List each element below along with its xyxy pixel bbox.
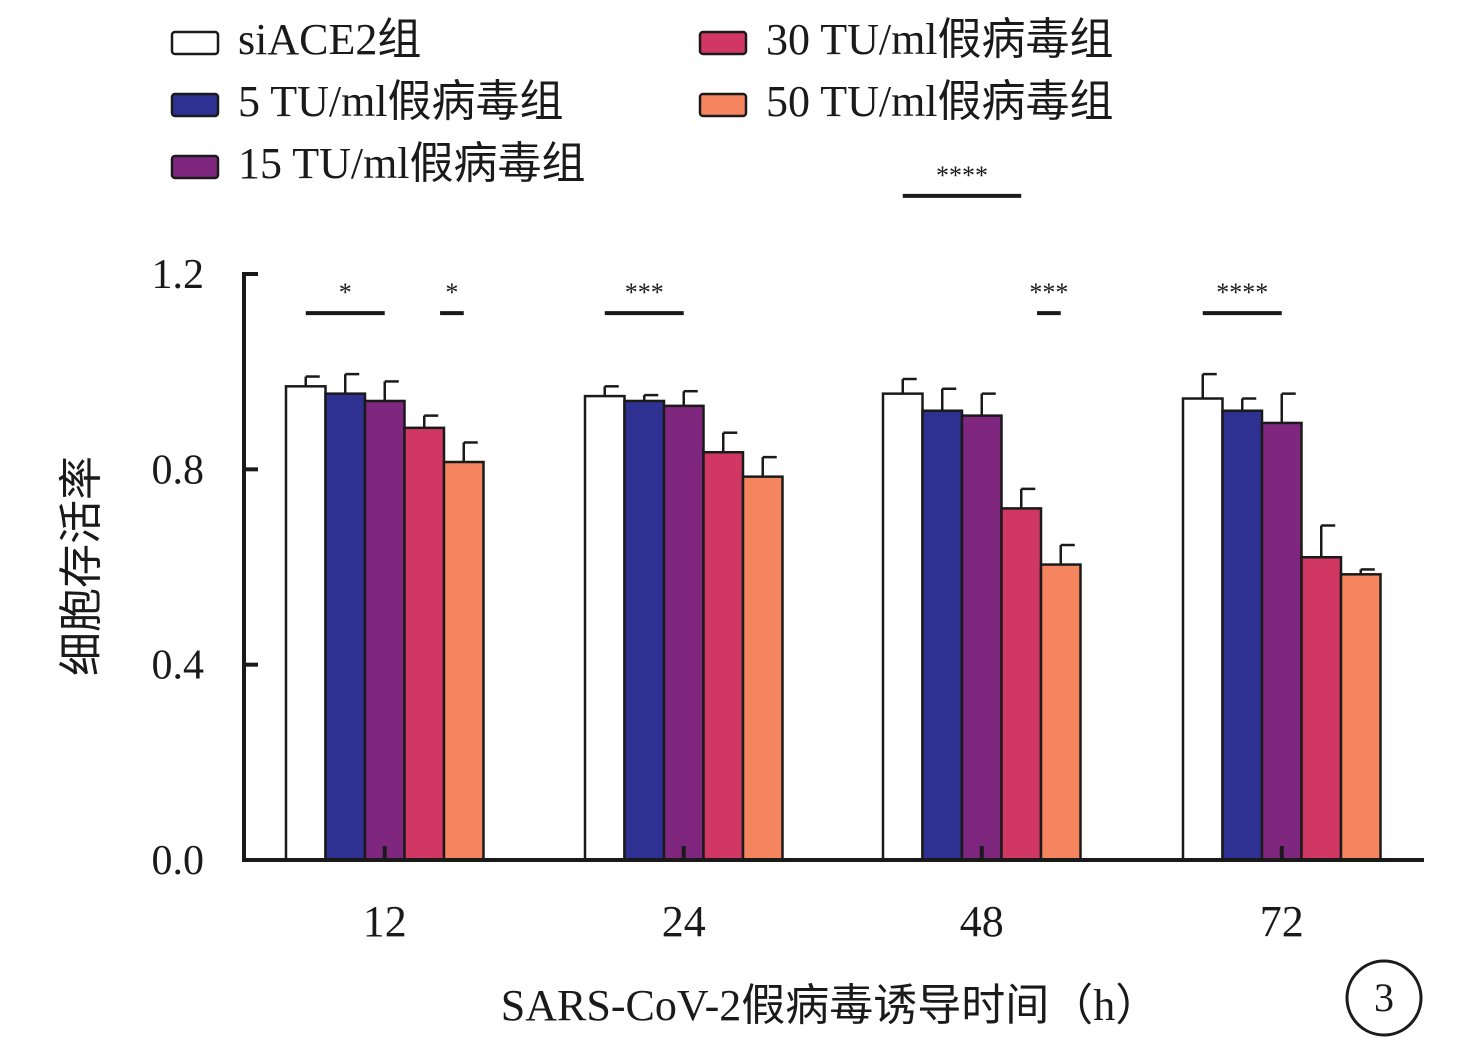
y-tick-label: 0.4: [152, 643, 205, 689]
legend-label: 5 TU/ml假病毒组: [238, 77, 564, 126]
legend-label: 30 TU/ml假病毒组: [766, 15, 1114, 64]
significance-label: ***: [1029, 278, 1068, 307]
significance-annotations: * * ********** ****: [305, 161, 1282, 316]
legend-label: 50 TU/ml假病毒组: [766, 77, 1114, 126]
bar: [1339, 573, 1382, 862]
bar: [363, 399, 406, 862]
y-tick-label: 1.2: [152, 252, 205, 298]
x-tick-label: 24: [662, 897, 706, 946]
bar: [403, 426, 446, 862]
x-tick-label: 48: [960, 897, 1004, 946]
bar: [1000, 507, 1043, 862]
legend-swatch: [170, 30, 220, 56]
x-tick-label: 72: [1260, 897, 1304, 946]
panel-label-circle: [1345, 959, 1423, 1037]
legend-swatch: [170, 154, 220, 180]
bar: [1221, 409, 1264, 862]
bar: [921, 409, 964, 862]
bars: [284, 372, 1382, 862]
bar: [284, 385, 327, 862]
significance-label: *: [445, 278, 458, 307]
x-axis-label: SARS-CoV-2假病毒诱导时间（h）: [501, 981, 1159, 1030]
y-axis-label: 细胞存活率: [57, 456, 106, 676]
significance-label: *: [339, 278, 352, 307]
bar: [881, 392, 924, 862]
bar: [623, 399, 666, 862]
bar: [1300, 555, 1343, 862]
legend-swatch: [170, 92, 220, 118]
ticks: 0.0 0.4 0.8 1.2 12 24 48 72: [152, 252, 1304, 946]
y-tick-label: 0.8: [152, 447, 205, 493]
bar: [741, 475, 784, 862]
legend-swatch: [698, 92, 748, 118]
bar: [662, 404, 705, 862]
y-tick-label: 0.0: [152, 838, 205, 884]
x-tick-label: 12: [363, 897, 407, 946]
legend-swatch: [698, 30, 748, 56]
axes: [242, 272, 1424, 862]
panel-label: 3: [1374, 975, 1394, 1020]
bar: [324, 392, 367, 862]
legend-label: siACE2组: [238, 15, 421, 64]
bar: [1039, 563, 1082, 862]
bar: [583, 394, 626, 862]
legend: siACE2组 5 TU/ml假病毒组 15 TU/ml假病毒组 30 TU/ml假病…: [170, 15, 1114, 188]
bar: [1260, 421, 1303, 862]
legend-label: 15 TU/ml假病毒组: [238, 139, 586, 188]
significance-label: ****: [1216, 278, 1268, 307]
bar: [442, 460, 485, 862]
significance-label: ****: [936, 161, 988, 190]
bar: [960, 414, 1003, 862]
bar: [1181, 397, 1224, 862]
significance-label: ***: [625, 278, 664, 307]
bar: [702, 450, 745, 862]
